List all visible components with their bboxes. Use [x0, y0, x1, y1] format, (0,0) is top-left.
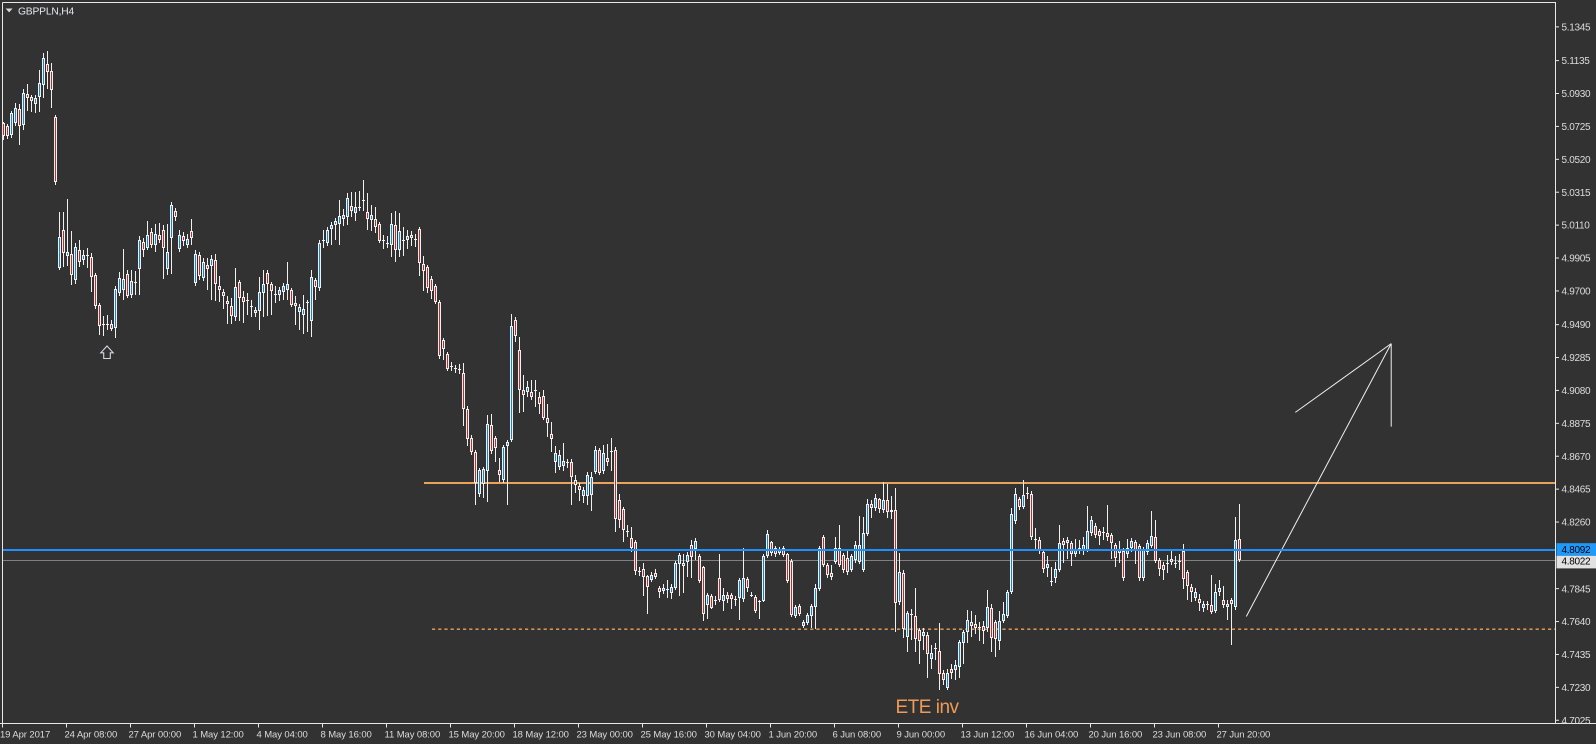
svg-text:11 May 08:00: 11 May 08:00 [385, 730, 441, 741]
svg-text:4.8092: 4.8092 [1562, 545, 1592, 556]
svg-text:4.7845: 4.7845 [1562, 584, 1592, 595]
svg-text:4.8260: 4.8260 [1562, 518, 1592, 529]
svg-text:4.9080: 4.9080 [1562, 386, 1592, 397]
svg-text:4.7640: 4.7640 [1562, 617, 1592, 628]
svg-text:4 May 04:00: 4 May 04:00 [257, 730, 308, 741]
svg-text:6 Jun 08:00: 6 Jun 08:00 [833, 730, 882, 741]
svg-text:ETE inv: ETE inv [896, 697, 960, 718]
svg-text:4.9700: 4.9700 [1562, 287, 1592, 298]
svg-text:4.8465: 4.8465 [1562, 485, 1592, 496]
svg-text:25 May 16:00: 25 May 16:00 [641, 730, 697, 741]
svg-text:5.0520: 5.0520 [1562, 155, 1592, 166]
svg-text:1 May 12:00: 1 May 12:00 [193, 730, 244, 741]
svg-text:9 Jun 00:00: 9 Jun 00:00 [897, 730, 946, 741]
svg-text:15 May 20:00: 15 May 20:00 [449, 730, 505, 741]
svg-text:13 Jun 12:00: 13 Jun 12:00 [961, 730, 1015, 741]
svg-text:GBPPLN,H4: GBPPLN,H4 [18, 7, 74, 18]
svg-text:4.7025: 4.7025 [1562, 716, 1592, 727]
svg-text:27 Apr 00:00: 27 Apr 00:00 [129, 730, 182, 741]
svg-text:5.1135: 5.1135 [1562, 56, 1591, 67]
svg-text:20 Jun 16:00: 20 Jun 16:00 [1089, 730, 1143, 741]
svg-text:4.7230: 4.7230 [1562, 683, 1592, 694]
svg-text:16 Jun 04:00: 16 Jun 04:00 [1025, 730, 1079, 741]
svg-text:18 May 12:00: 18 May 12:00 [513, 730, 569, 741]
svg-text:23 Jun 08:00: 23 Jun 08:00 [1153, 730, 1207, 741]
svg-text:4.9490: 4.9490 [1562, 320, 1592, 331]
svg-text:5.0110: 5.0110 [1562, 221, 1591, 232]
svg-text:5.0930: 5.0930 [1562, 89, 1592, 100]
svg-text:4.9905: 4.9905 [1562, 254, 1592, 265]
svg-text:8 May 16:00: 8 May 16:00 [321, 730, 372, 741]
svg-text:4.7435: 4.7435 [1562, 650, 1592, 661]
svg-text:5.1345: 5.1345 [1562, 23, 1592, 34]
svg-text:5.0315: 5.0315 [1562, 188, 1592, 199]
svg-text:30 May 04:00: 30 May 04:00 [705, 730, 761, 741]
svg-text:27 Jun 20:00: 27 Jun 20:00 [1217, 730, 1271, 741]
svg-text:19 Apr 2017: 19 Apr 2017 [0, 730, 50, 741]
svg-text:4.9285: 4.9285 [1562, 353, 1592, 364]
svg-text:5.0725: 5.0725 [1562, 122, 1592, 133]
svg-text:4.8875: 4.8875 [1562, 419, 1592, 430]
svg-text:24 Apr 08:00: 24 Apr 08:00 [65, 730, 118, 741]
svg-text:4.8022: 4.8022 [1562, 556, 1592, 567]
svg-text:23 May 00:00: 23 May 00:00 [577, 730, 633, 741]
svg-text:1 Jun 20:00: 1 Jun 20:00 [769, 730, 818, 741]
svg-text:4.8670: 4.8670 [1562, 452, 1592, 463]
